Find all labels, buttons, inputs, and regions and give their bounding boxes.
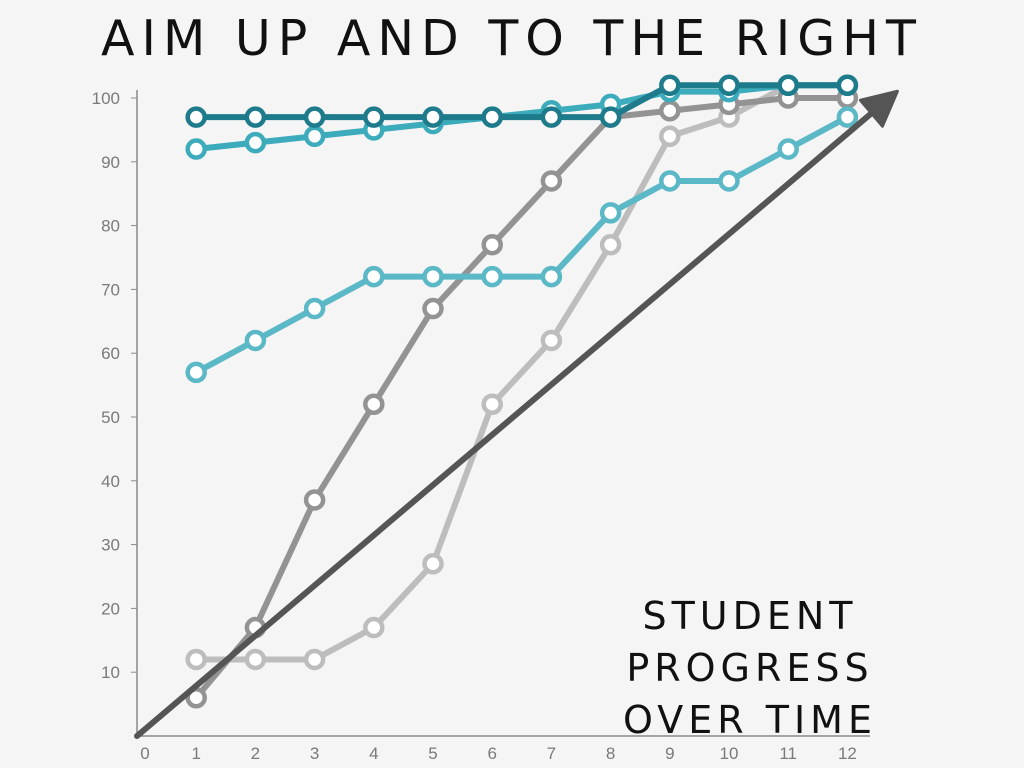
data-point bbox=[540, 106, 563, 128]
data-point bbox=[244, 131, 267, 154]
chart-series bbox=[185, 74, 859, 709]
trend-arrow-head bbox=[858, 89, 899, 128]
data-point bbox=[540, 329, 563, 352]
x-tick-label: 6 bbox=[487, 744, 496, 763]
x-tick-label: 12 bbox=[838, 744, 857, 763]
data-point bbox=[303, 648, 326, 671]
data-point bbox=[422, 265, 444, 288]
data-point bbox=[718, 170, 740, 192]
data-point bbox=[540, 265, 563, 288]
data-point bbox=[599, 106, 622, 128]
data-point bbox=[363, 106, 385, 128]
data-point bbox=[481, 106, 503, 128]
y-tick-label: 60 bbox=[101, 344, 120, 363]
data-point bbox=[481, 393, 503, 415]
x-tick-label: 5 bbox=[428, 744, 437, 763]
x-tick-label: 1 bbox=[191, 744, 200, 763]
x-tick-label: 7 bbox=[547, 744, 556, 763]
data-point bbox=[481, 265, 503, 288]
data-point bbox=[185, 138, 207, 160]
data-point bbox=[659, 125, 681, 148]
x-tick-label: 2 bbox=[251, 744, 260, 763]
y-tick-label: 50 bbox=[101, 408, 120, 427]
data-point bbox=[836, 74, 859, 96]
data-point bbox=[599, 202, 622, 224]
data-point bbox=[422, 106, 444, 128]
data-point bbox=[836, 106, 859, 128]
data-point bbox=[303, 106, 326, 128]
data-point bbox=[363, 393, 385, 415]
x-tick-label: 0 bbox=[140, 744, 149, 763]
slide-title: AIM UP AND TO THE RIGHT bbox=[101, 10, 923, 67]
series-3 bbox=[185, 106, 859, 384]
y-tick-label: 30 bbox=[101, 536, 120, 555]
data-point bbox=[659, 100, 681, 122]
data-point bbox=[363, 616, 385, 639]
data-point bbox=[244, 648, 267, 671]
caption-line-3: OVER TIME bbox=[623, 698, 877, 742]
data-point bbox=[303, 125, 326, 148]
series-2 bbox=[185, 87, 859, 709]
y-tick-label: 80 bbox=[101, 217, 120, 236]
y-tick-label: 90 bbox=[101, 153, 120, 172]
trend-arrow-shaft bbox=[134, 110, 875, 739]
trend-arrow bbox=[134, 89, 899, 739]
data-point bbox=[777, 138, 799, 160]
data-point bbox=[599, 233, 622, 256]
data-point bbox=[185, 648, 207, 671]
x-tick-label: 10 bbox=[720, 744, 739, 763]
data-point bbox=[244, 329, 267, 352]
data-point bbox=[659, 170, 681, 192]
y-tick-label: 100 bbox=[92, 89, 120, 108]
data-point bbox=[659, 74, 681, 96]
data-point bbox=[422, 552, 444, 575]
data-point bbox=[303, 489, 326, 511]
data-point bbox=[244, 106, 267, 128]
x-tick-label: 11 bbox=[779, 744, 797, 763]
x-tick-label: 9 bbox=[665, 744, 674, 763]
data-point bbox=[303, 297, 326, 320]
x-tick-label: 8 bbox=[606, 744, 615, 763]
data-point bbox=[185, 361, 207, 384]
data-point bbox=[718, 74, 740, 96]
caption-line-2: PROGRESS bbox=[626, 646, 874, 690]
y-tick-label: 70 bbox=[101, 280, 120, 299]
data-point bbox=[481, 233, 503, 256]
data-point bbox=[422, 297, 444, 320]
series-line bbox=[193, 114, 851, 376]
data-point bbox=[185, 106, 207, 128]
series-5 bbox=[185, 74, 859, 128]
y-tick-label: 10 bbox=[101, 663, 120, 682]
caption-line-1: STUDENT bbox=[642, 594, 858, 638]
x-tick-label: 4 bbox=[369, 744, 378, 763]
y-tick-label: 20 bbox=[101, 599, 120, 618]
chart-caption: STUDENT PROGRESS OVER TIME bbox=[600, 590, 900, 746]
data-point bbox=[363, 265, 385, 288]
data-point bbox=[540, 170, 563, 192]
y-tick-label: 40 bbox=[101, 472, 120, 491]
x-tick-label: 3 bbox=[310, 744, 319, 763]
data-point bbox=[777, 74, 799, 96]
